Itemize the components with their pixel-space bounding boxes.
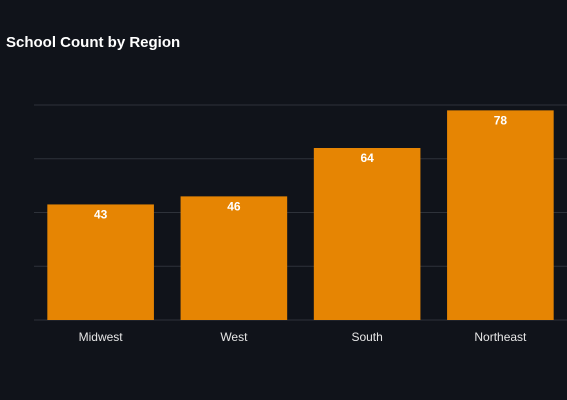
x-tick-labels: Midwest West South Northeast bbox=[79, 330, 527, 344]
bar-northeast bbox=[447, 110, 554, 320]
bar-south bbox=[313, 148, 421, 320]
x-tick-northeast: Northeast bbox=[474, 330, 527, 344]
data-label-west: 46 bbox=[227, 199, 241, 213]
x-tick-south: South bbox=[351, 330, 382, 344]
data-label-south: 64 bbox=[360, 151, 374, 165]
data-label-northeast: 78 bbox=[494, 113, 508, 127]
x-tick-west: West bbox=[220, 330, 248, 344]
bar-midwest bbox=[47, 204, 154, 320]
bar-west bbox=[180, 196, 288, 320]
x-tick-midwest: Midwest bbox=[79, 330, 124, 344]
bars bbox=[47, 110, 554, 320]
data-labels: 43 46 64 78 bbox=[94, 113, 507, 221]
data-label-midwest: 43 bbox=[94, 207, 108, 221]
chart-title: School Count by Region bbox=[6, 34, 181, 51]
